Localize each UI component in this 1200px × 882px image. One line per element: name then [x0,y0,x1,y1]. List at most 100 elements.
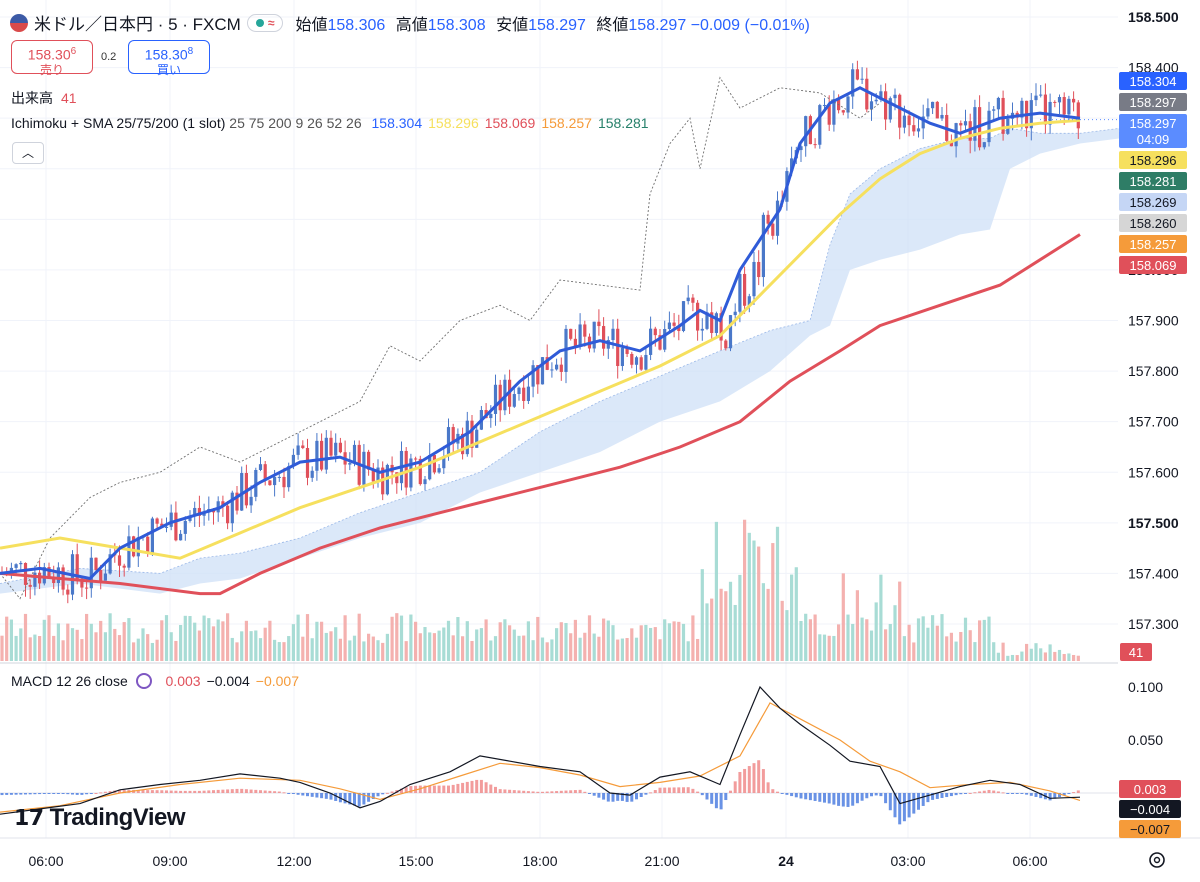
collapse-legend-button[interactable]: ︿ [12,142,44,164]
macd-histogram-bar [122,789,126,793]
price-badge-label: 158.304 [1130,74,1177,89]
candle-body [569,328,573,339]
buy-button[interactable]: 158.308 買い [128,40,210,77]
candle-body [1020,100,1024,118]
macd-histogram-bar [118,789,121,793]
macd-histogram-bar [80,793,84,795]
candle-body [747,296,751,306]
macd-histogram-bar [376,793,380,797]
macd-histogram-bar [52,793,56,794]
volume-bar [1053,651,1057,661]
candle-body [940,114,944,119]
candle-body [630,353,634,365]
volume-label: 出来高 [11,90,53,106]
macd-histogram-bar [761,769,765,793]
macd-histogram-bar [99,792,103,794]
volume-bar [1048,644,1052,661]
macd-histogram-bar [1001,792,1005,794]
volume-bar [714,521,718,661]
macd-histogram-bar [691,788,695,793]
volume-legend[interactable]: 出来高 41 [11,88,77,108]
macd-histogram-bar [696,791,700,793]
candle-body [197,507,201,516]
macd-histogram-bar [912,793,916,814]
macd-histogram-bar [296,793,300,795]
macd-histogram-bar [221,789,225,793]
candle-body [42,567,46,584]
low-label: 安値 [496,16,529,34]
macd-histogram-bar [146,790,150,793]
candle-body [301,445,305,449]
volume-bar [371,636,375,661]
volume-bar [188,616,192,661]
candle-body [226,505,230,524]
macd-histogram-bar [42,793,46,794]
macd-legend[interactable]: MACD 12 26 close 0.003 −0.004 −0.007 [11,673,299,689]
volume-bar [602,618,606,661]
candle-body [545,357,549,370]
candle-body [465,420,469,455]
macd-histogram-bar [611,793,615,802]
price-badge-bg [1119,214,1187,232]
macd-histogram-bar [743,768,747,793]
volume-bar [663,619,667,661]
volume-badge-bg [1120,643,1152,661]
price-badge-label: 158.257 [1130,237,1177,252]
candle-body [841,110,845,113]
volume-bar [780,600,784,661]
macd-settings-icon[interactable] [135,673,152,689]
candle-body [183,520,187,534]
candle-body [117,555,122,566]
macd-line [0,685,1081,815]
price-badge: 158.304 [1119,72,1187,90]
candle-body [559,364,563,372]
volume-bar [446,620,451,661]
candle-body [291,454,295,467]
macd-histogram-bar [226,789,230,793]
candle-body [540,357,545,385]
volume-bar [235,642,239,661]
price-badge: 158.296 [1119,151,1187,169]
volume-bar [282,642,286,661]
volume-bar [174,640,178,661]
volume-bar [475,629,479,661]
sell-button[interactable]: 158.306 売り [11,40,93,77]
macd-histogram-bar [620,793,624,801]
candle-body [879,91,883,100]
candle-body [517,387,521,395]
macd-histogram-bar [536,791,540,793]
volume-bar [959,631,963,661]
sma25-line [0,86,1081,581]
macd-histogram-bar [517,790,521,793]
senkou-span-a [0,127,1121,584]
macd-histogram-bar [827,793,831,804]
volume-bar [578,637,582,661]
volume-bar [522,635,526,661]
volume-bar [258,638,263,661]
candle-body [851,69,855,97]
macd-histogram-bar [498,789,502,793]
ichimoku-legend[interactable]: Ichimoku + SMA 25/75/200 (1 slot) 25 75 … [11,115,649,131]
candle-body [75,554,79,579]
macd-histogram-bar [385,792,389,794]
macd-histogram-bar [465,781,469,793]
volume-bar [268,620,272,661]
macd-histogram-bar [475,779,479,793]
macd-histogram-bar [855,793,859,804]
symbol-title[interactable]: 米ドル／日本円 · 5 · FXCM [34,15,241,34]
candle-body [987,110,991,143]
volume-bar [85,613,89,661]
macd-histogram-bar [531,791,535,793]
price-tick-label: 157.900 [1128,313,1179,329]
macd-histogram-bar [362,793,366,805]
volume-bar [855,590,859,661]
macd-histogram-bar [738,771,742,793]
market-status-pill[interactable]: ≈ [246,13,284,32]
settings-gear-icon[interactable] [1149,852,1165,868]
candle-body [367,451,371,470]
volume-bar [681,623,686,661]
volume-bar [132,642,136,661]
volume-bar [559,622,563,661]
volume-bar [493,636,498,661]
